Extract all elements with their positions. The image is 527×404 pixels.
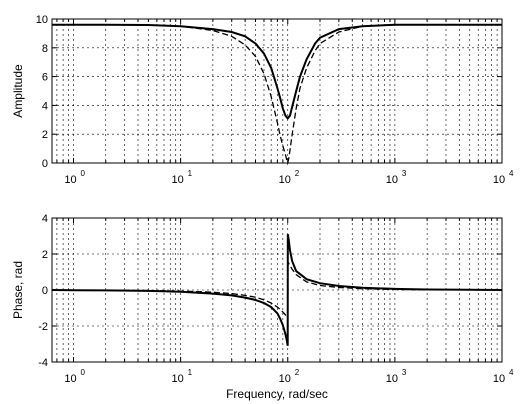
y-tick-label: 6 xyxy=(42,72,48,84)
amplitude-y-label: Amplitude xyxy=(11,64,25,118)
x-tick-label: 10 xyxy=(171,174,183,186)
x-tick-exponent: 3 xyxy=(402,368,407,377)
phase-series xyxy=(51,234,503,346)
x-tick-exponent: 1 xyxy=(188,368,193,377)
x-tick-label: 10 xyxy=(493,174,505,186)
amplitude-ticks: 0 2 4 6 8 10 10 0 10 1 10 2 10 3 10 4 xyxy=(36,14,514,186)
x-tick-exponent: 0 xyxy=(80,368,85,377)
phase-ticks: -4 -2 0 2 4 10 0 10 1 10 2 10 3 10 4 xyxy=(38,213,514,385)
x-tick-exponent: 2 xyxy=(295,368,300,377)
y-tick-label: 4 xyxy=(42,100,48,112)
phase-x-label: Frequency, rad/sec xyxy=(226,387,328,401)
x-tick-label: 10 xyxy=(386,174,398,186)
y-tick-label: 0 xyxy=(42,285,48,297)
x-tick-exponent: 3 xyxy=(402,169,407,178)
y-tick-label: 4 xyxy=(42,213,48,225)
y-tick-label: 10 xyxy=(36,14,48,26)
x-tick-exponent: 4 xyxy=(509,368,514,377)
y-tick-label: 2 xyxy=(42,249,48,261)
x-tick-exponent: 0 xyxy=(80,169,85,178)
amplitude-axes-frame xyxy=(51,18,503,164)
amplitude-series xyxy=(52,23,502,166)
y-tick-label: 2 xyxy=(42,129,48,141)
x-tick-label: 10 xyxy=(493,373,505,385)
x-tick-exponent: 4 xyxy=(509,169,514,178)
y-tick-label: -4 xyxy=(38,357,48,369)
y-tick-label: 8 xyxy=(42,43,48,55)
x-tick-exponent: 1 xyxy=(188,169,193,178)
phase-plot: -4 -2 0 2 4 10 0 10 1 10 2 10 3 10 4 Phase, rad Freque… xyxy=(11,213,514,401)
amplitude-plot: 0 2 4 6 8 10 10 0 10 1 10 2 10 3 10 4 Amplitude xyxy=(11,14,514,186)
y-tick-label: 0 xyxy=(42,158,48,170)
phase-y-label: Phase, rad xyxy=(11,261,25,319)
x-tick-label: 10 xyxy=(386,373,398,385)
solid-series-line xyxy=(51,234,503,346)
x-tick-label: 10 xyxy=(279,174,291,186)
amplitude-grid xyxy=(52,18,502,164)
dashed-series-line xyxy=(51,261,503,321)
phase-axes-frame xyxy=(51,217,503,363)
x-tick-label: 10 xyxy=(171,373,183,385)
x-tick-exponent: 2 xyxy=(295,169,300,178)
x-tick-label: 10 xyxy=(64,174,76,186)
x-tick-label: 10 xyxy=(64,373,76,385)
x-tick-label: 10 xyxy=(279,373,291,385)
y-tick-label: -2 xyxy=(38,321,48,333)
solid-series-line xyxy=(52,23,502,121)
dashed-series-line xyxy=(52,24,502,166)
